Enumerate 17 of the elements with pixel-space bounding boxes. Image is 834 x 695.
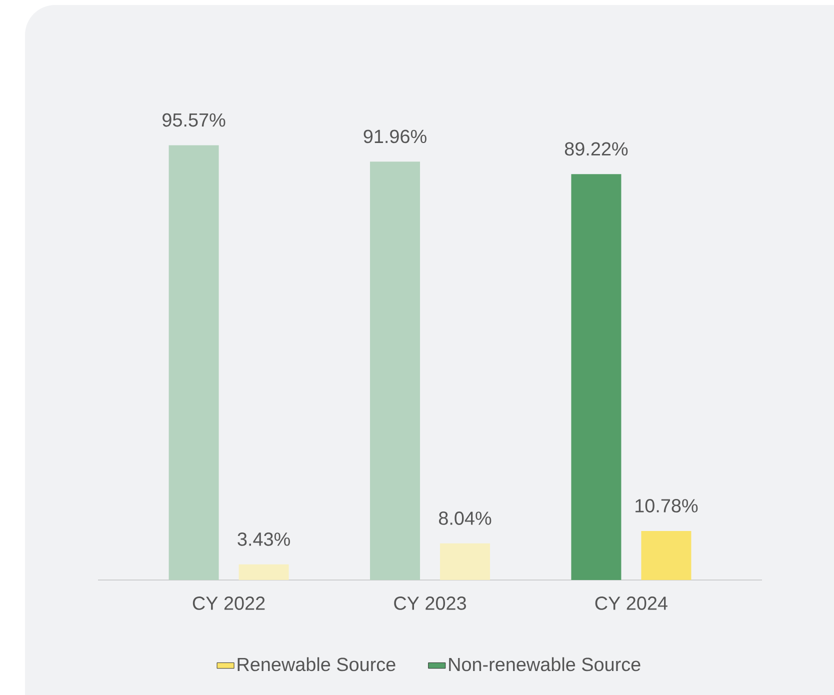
x-tick-label: CY 2023 (394, 596, 466, 610)
data-label: 3.43% (238, 532, 290, 546)
bar (571, 174, 622, 580)
data-label: 10.78% (636, 499, 698, 512)
data-label: 89.22% (564, 142, 628, 156)
bar (440, 543, 490, 580)
data-label: 8.04% (438, 512, 492, 525)
bar (238, 564, 289, 580)
data-label: 91.96% (364, 130, 426, 144)
bar (168, 145, 219, 580)
data-label: 95.57% (162, 113, 226, 127)
x-tick-label: CY 2022 (192, 596, 265, 610)
bar (641, 530, 692, 580)
legend-label: Renewable Source (238, 657, 396, 672)
bar (370, 162, 420, 580)
legend-label: Non-renewable Source (449, 657, 640, 672)
x-tick-label: CY 2024 (595, 596, 668, 610)
